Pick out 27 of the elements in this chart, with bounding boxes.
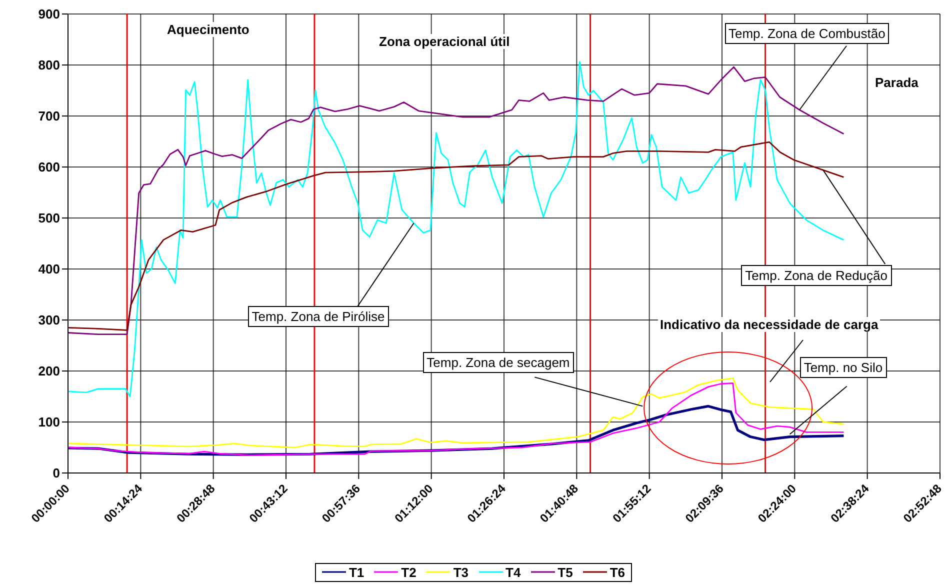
y-tick-label: 900	[38, 6, 60, 22]
annotation: Zona operacional útil	[377, 34, 512, 49]
y-tick-label: 100	[38, 414, 60, 430]
y-tick-label: 0	[52, 466, 60, 481]
annotation: Temp. Zona de Redução	[741, 265, 892, 286]
y-tick-label: 200	[38, 364, 60, 379]
y-tick-label: 700	[38, 108, 60, 124]
y-tick-label: 300	[38, 312, 60, 328]
y-tick-label: 500	[38, 210, 60, 226]
annotation: Temp. Zona de Combustão	[724, 22, 890, 44]
line-series	[68, 382, 844, 456]
annotation: Temp. no Silo	[800, 357, 887, 378]
y-tick-label: 800	[38, 58, 60, 73]
annotation: Temp. Zona de Pirólise	[248, 306, 389, 328]
legend-label: T4	[506, 564, 521, 580]
legend-label: T1	[348, 564, 364, 580]
annotation: Parada	[873, 75, 920, 90]
legend-label: T3	[453, 564, 468, 580]
annotation: Aquecimento	[165, 22, 252, 37]
annotation: Indicativo da necessidade de carga	[658, 317, 880, 332]
legend-label: T6	[610, 564, 626, 580]
legend-label: T2	[401, 564, 416, 580]
legend-label: T5	[558, 564, 573, 580]
y-tick-label: 400	[38, 262, 60, 277]
annotation: Temp. Zona de secagem	[422, 352, 574, 374]
line-series	[68, 377, 844, 448]
y-tick-label: 600	[38, 160, 60, 175]
